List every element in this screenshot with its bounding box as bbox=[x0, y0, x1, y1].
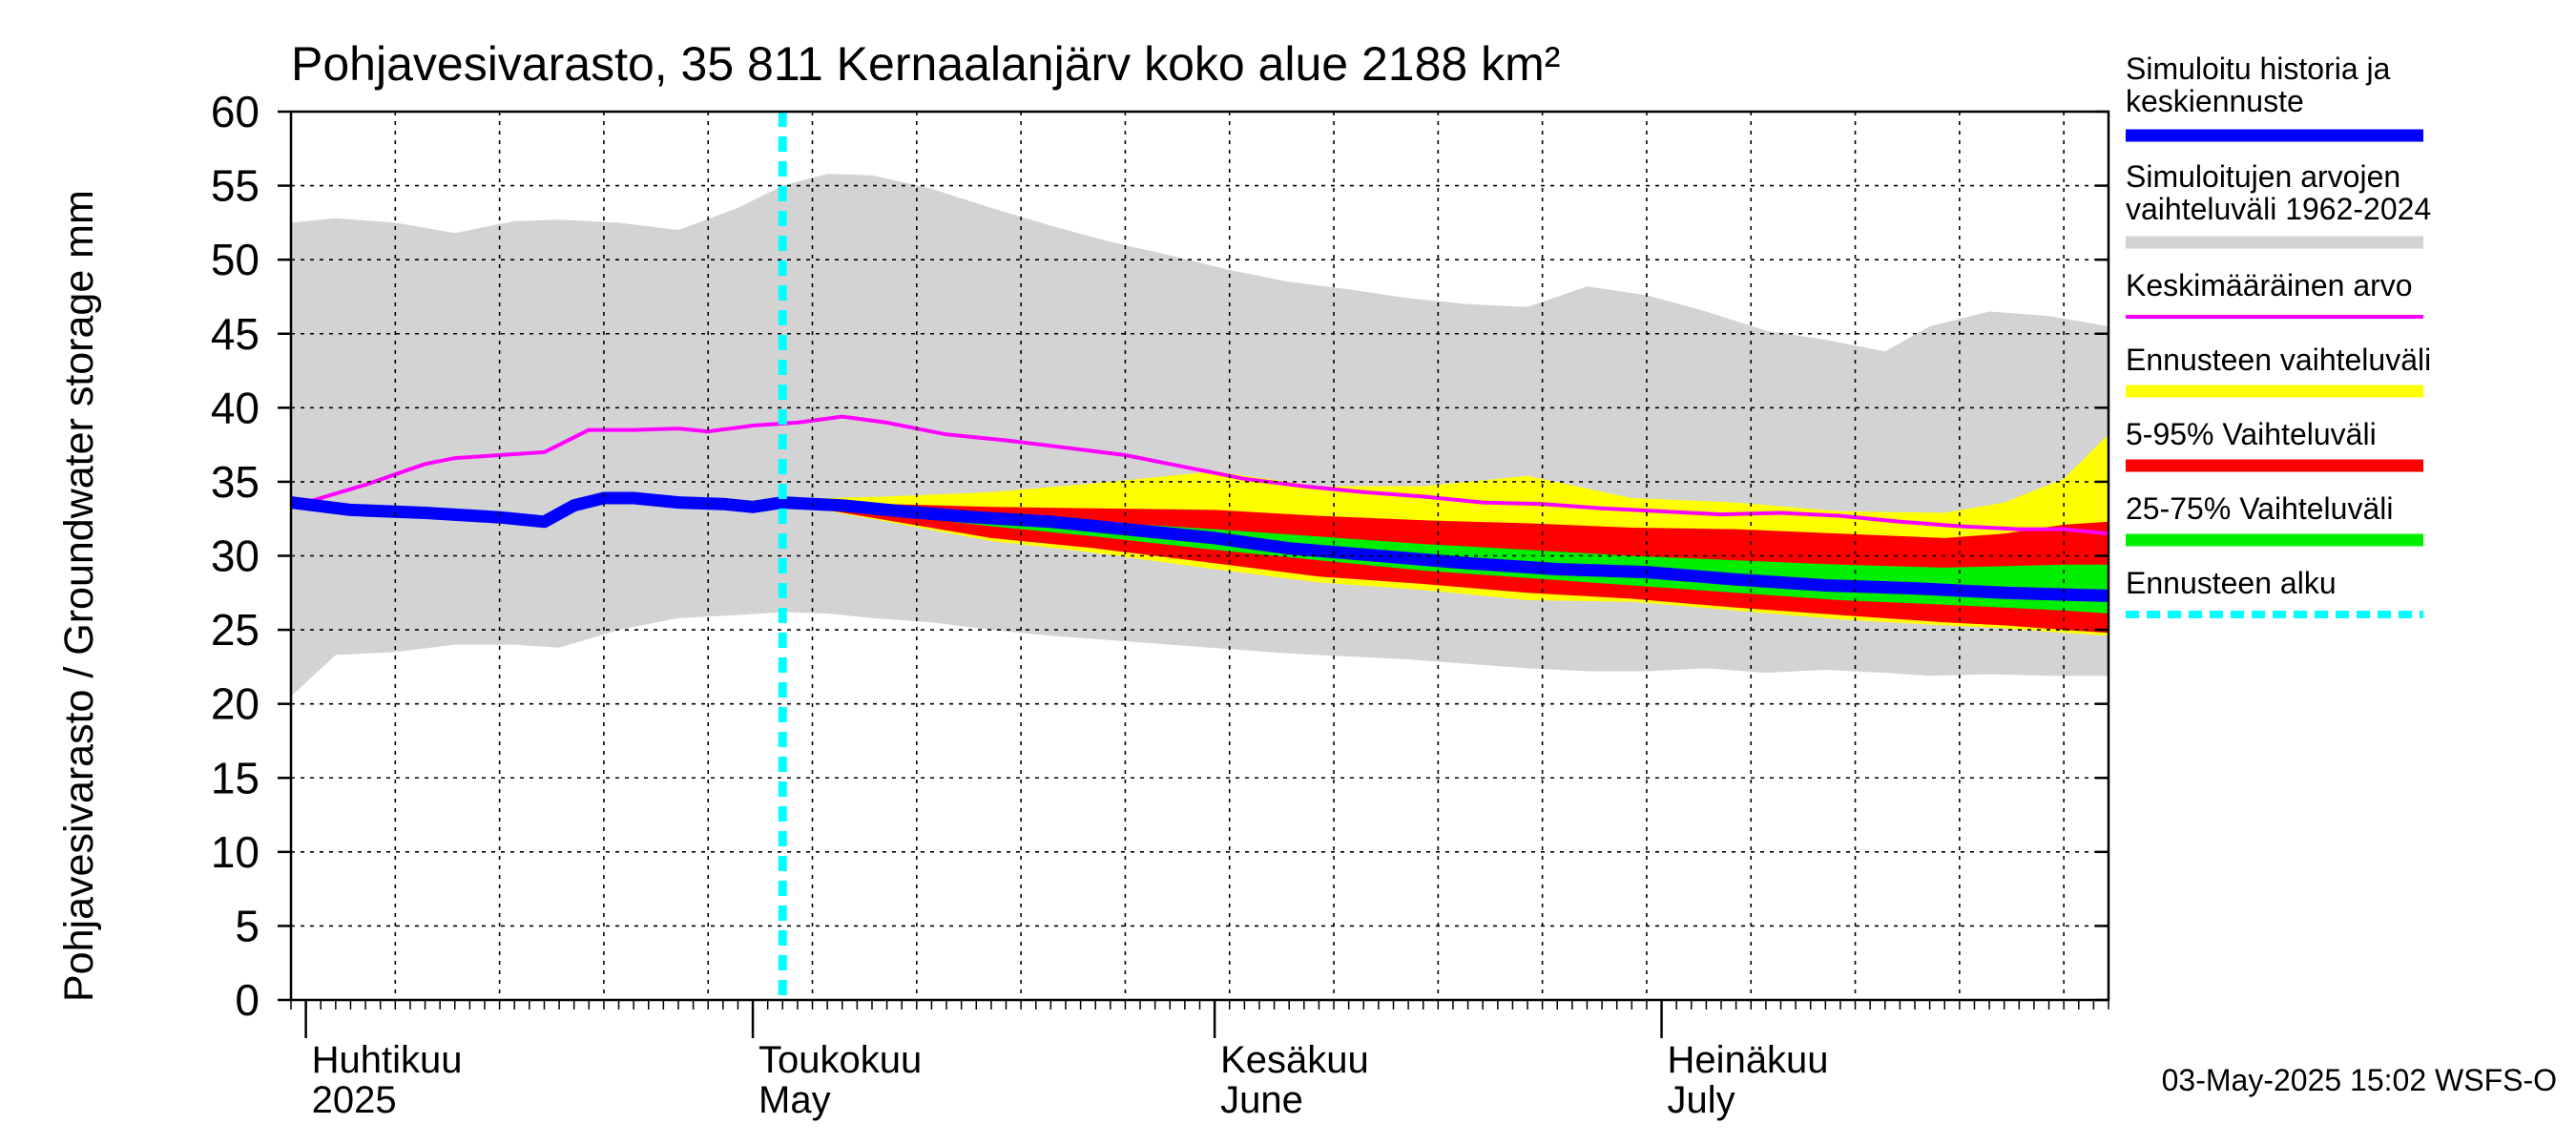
grid bbox=[291, 112, 2109, 1000]
y-tick-label: 10 bbox=[211, 827, 260, 877]
month-label-en: July bbox=[1668, 1079, 1735, 1121]
y-tick-label: 50 bbox=[211, 235, 260, 284]
y-tick-label: 15 bbox=[211, 753, 260, 802]
legend-label: keskiennuste bbox=[2126, 84, 2304, 118]
legend-label: Ennusteen vaihteluväli bbox=[2126, 343, 2431, 377]
legend-label: 25-75% Vaihteluväli bbox=[2126, 491, 2393, 526]
month-label-fi: Huhtikuu bbox=[312, 1039, 463, 1081]
legend-label: vaihteluväli 1962-2024 bbox=[2126, 192, 2431, 226]
series-line-1 bbox=[291, 491, 2109, 602]
month-label-en: May bbox=[758, 1079, 831, 1121]
footer-timestamp: 03-May-2025 15:02 WSFS-O bbox=[2162, 1063, 2557, 1097]
month-label-en: 2025 bbox=[312, 1079, 397, 1121]
y-tick-label: 55 bbox=[211, 161, 260, 211]
y-tick-label: 25 bbox=[211, 605, 260, 655]
y-tick-label: 20 bbox=[211, 679, 260, 729]
month-label-fi: Toukokuu bbox=[758, 1039, 922, 1081]
legend-label: 5-95% Vaihteluväli bbox=[2126, 417, 2377, 451]
y-axis-label: Pohjavesivarasto / Groundwater storage m… bbox=[56, 190, 102, 1002]
y-tick-label: 5 bbox=[235, 901, 260, 950]
y-tick-label: 0 bbox=[235, 975, 260, 1025]
axes bbox=[278, 110, 2110, 1038]
legend-label: Simuloitujen arvojen bbox=[2126, 159, 2400, 194]
plot-content bbox=[291, 174, 2109, 697]
y-tick-labels: 0 5 10 15 20 25 30 35 40 45 50 55 60 bbox=[211, 87, 260, 1025]
legend-label: Simuloitu historia ja bbox=[2126, 52, 2391, 86]
chart-title: Pohjavesivarasto, 35 811 Kernaalanjärv k… bbox=[291, 37, 1560, 91]
plot-area bbox=[291, 174, 2109, 697]
month-label-fi: Kesäkuu bbox=[1220, 1039, 1369, 1081]
month-label-en: June bbox=[1220, 1079, 1303, 1121]
legend-label: Ennusteen alku bbox=[2126, 566, 2337, 600]
y-tick-label: 30 bbox=[211, 531, 260, 581]
y-tick-label: 40 bbox=[211, 383, 260, 432]
y-tick-label: 45 bbox=[211, 309, 260, 359]
y-tick-label: 35 bbox=[211, 457, 260, 507]
legend-label: Keskimääräinen arvo bbox=[2126, 268, 2413, 302]
month-label-fi: Heinäkuu bbox=[1668, 1039, 1829, 1081]
y-tick-label: 60 bbox=[211, 87, 260, 136]
